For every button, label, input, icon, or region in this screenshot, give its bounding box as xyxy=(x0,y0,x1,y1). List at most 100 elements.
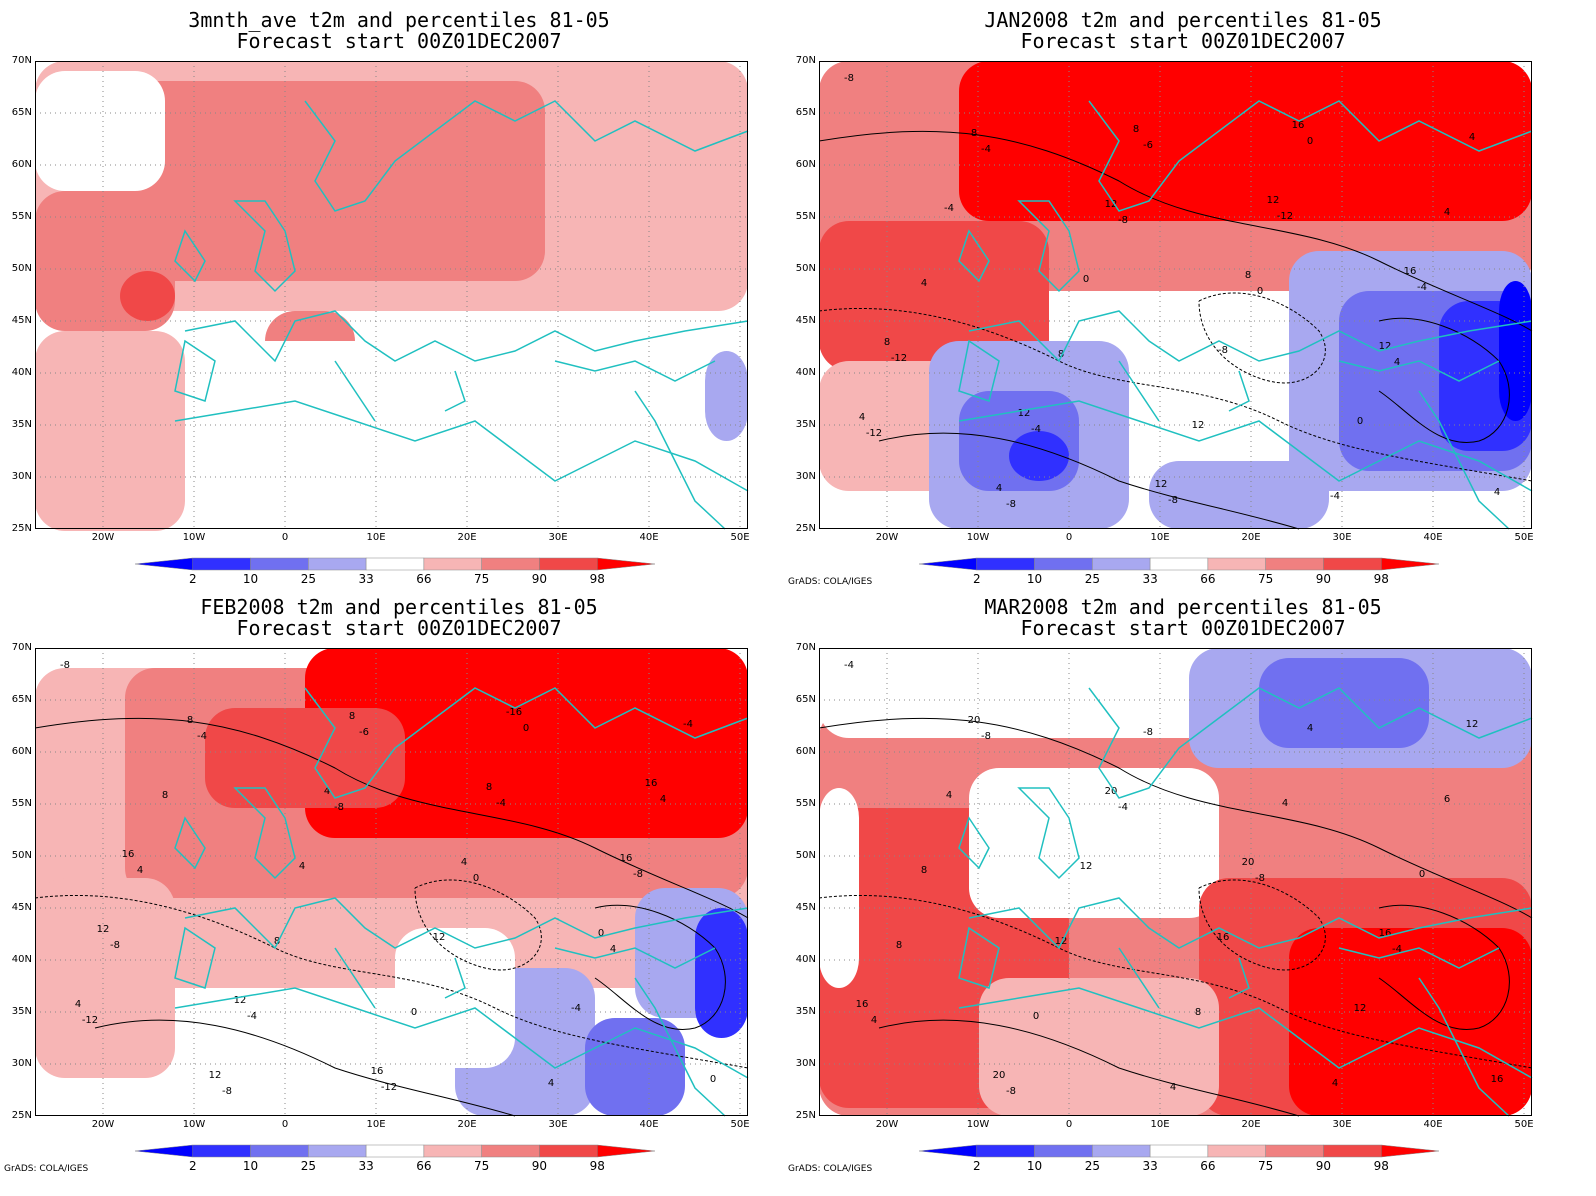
colorbar-label: 75 xyxy=(474,1159,490,1173)
latitude-tick-label: 70N xyxy=(11,642,32,653)
contour-label: 8 xyxy=(187,715,193,726)
latitude-tick-label: 45N xyxy=(795,902,816,913)
temperature-contour xyxy=(878,1019,1300,1117)
map-frame xyxy=(35,648,748,1116)
contour-label: 12 xyxy=(1267,195,1280,206)
colorbar-label: 90 xyxy=(531,1159,548,1173)
contour-label: 12 xyxy=(234,995,247,1006)
latitude-tick-label: 55N xyxy=(11,211,32,222)
contour-label: 4 xyxy=(660,794,666,805)
latitude-tick-label: 55N xyxy=(795,798,816,809)
latitude-tick-label: 65N xyxy=(11,107,32,118)
contour-label: 4 xyxy=(921,278,927,289)
coastline xyxy=(334,947,376,1009)
coastline xyxy=(1118,360,1160,422)
colorbar-segment xyxy=(135,1144,194,1158)
longitude-tick-label: 20W xyxy=(91,532,115,543)
contour-label: 20 xyxy=(993,1070,1006,1081)
contour-label: 4 xyxy=(137,865,143,876)
colorbar-label: 98 xyxy=(589,1159,605,1173)
latitude-tick-label: 45N xyxy=(795,315,816,326)
contour-label: 4 xyxy=(610,944,616,955)
percentile-shading xyxy=(1499,281,1532,421)
contour-label: 0 xyxy=(710,1074,716,1085)
coastline xyxy=(174,987,749,1079)
map-frame xyxy=(819,61,1532,529)
contour-label: -8 xyxy=(1143,727,1153,738)
contour-label: 12 xyxy=(1055,936,1068,947)
contour-label: 12 xyxy=(1192,420,1205,431)
longitude-tick-label: 10W xyxy=(182,1119,206,1130)
percentile-shading xyxy=(695,908,748,1038)
colorbar-segment xyxy=(1149,557,1209,571)
longitude-tick-label: 20E xyxy=(457,1119,477,1130)
percentile-shading xyxy=(705,351,748,441)
colorbar-segment xyxy=(481,1144,540,1158)
contour-label: -8 xyxy=(60,660,70,671)
contour-label: 0 xyxy=(1257,286,1263,297)
percentile-shading xyxy=(175,341,748,529)
temperature-contour xyxy=(594,904,726,1030)
colorbar-label: 10 xyxy=(242,572,259,586)
contour-label: 4 xyxy=(1307,723,1313,734)
latitude-tick-label: 45N xyxy=(11,902,32,913)
colorbar xyxy=(919,557,1439,571)
contour-label: 16 xyxy=(856,999,869,1010)
contour-label: -4 xyxy=(197,731,207,742)
map-panel: 3mnth_ave t2m and percentiles 81-05 Forec… xyxy=(0,0,798,598)
contour-label: -4 xyxy=(981,144,991,155)
contour-label: 8 xyxy=(921,865,927,876)
contour-label: -8 xyxy=(334,802,344,813)
temperature-contour xyxy=(1378,317,1510,443)
latitude-tick-label: 50N xyxy=(11,263,32,274)
temperature-contour xyxy=(819,130,1533,332)
colorbar-label: 75 xyxy=(1258,1159,1274,1173)
coastline xyxy=(554,947,716,969)
latitude-tick-label: 30N xyxy=(795,471,816,482)
coastline xyxy=(233,787,296,880)
longitude-tick-label: 20E xyxy=(1241,532,1261,543)
latitude-tick-label: 40N xyxy=(11,367,32,378)
latitude-tick-label: 35N xyxy=(11,1006,32,1017)
percentile-shading xyxy=(819,788,859,988)
colorbar-segment xyxy=(308,557,367,571)
longitude-tick-label: 20W xyxy=(875,532,899,543)
colorbar-label: 25 xyxy=(1084,1159,1100,1173)
grads-credit: GrADS: COLA/IGES xyxy=(788,1164,873,1174)
panel-subtitle: Forecast start 00Z01DEC2007 xyxy=(236,29,562,53)
contour-label: 16 xyxy=(1404,266,1417,277)
colorbar xyxy=(135,557,655,571)
contour-label: 16 xyxy=(371,1066,384,1077)
colorbar-label: 98 xyxy=(589,572,605,586)
colorbar-label: 75 xyxy=(1258,572,1274,586)
colorbar-segment xyxy=(976,557,1035,571)
coastline xyxy=(174,926,216,989)
colorbar-label: 90 xyxy=(531,572,548,586)
contour-label: 12 xyxy=(97,924,110,935)
temperature-contour xyxy=(94,1019,516,1117)
contour-label: 8 xyxy=(1195,1007,1201,1018)
panel-title: MAR2008 t2m and percentiles 81-05 xyxy=(984,595,1382,619)
coastline xyxy=(174,400,749,492)
contour-label: 20 xyxy=(1242,857,1255,868)
contour-label: -16 xyxy=(506,707,522,718)
coastline xyxy=(334,360,376,422)
percentile-shading xyxy=(205,708,405,808)
colorbar-segment xyxy=(1323,557,1382,571)
colorbar-segment xyxy=(919,557,978,571)
longitude-tick-label: 20W xyxy=(875,1119,899,1130)
contour-label: -4 xyxy=(1417,282,1427,293)
colorbar-label: 2 xyxy=(188,572,197,586)
map-plot xyxy=(35,61,749,531)
coastline xyxy=(1338,947,1500,969)
latitude-tick-label: 55N xyxy=(795,211,816,222)
contour-label: 8 xyxy=(1133,124,1139,135)
map-panel: JAN2008 t2m and percentiles 81-05 Forecas… xyxy=(784,0,1582,598)
colorbar-segment xyxy=(423,557,482,571)
longitude-tick-label: 40E xyxy=(1423,532,1443,543)
latitude-tick-label: 60N xyxy=(795,746,816,757)
latitude-tick-label: 65N xyxy=(795,694,816,705)
coastline xyxy=(174,339,216,402)
contour-label: 4 xyxy=(75,999,81,1010)
latitude-tick-label: 50N xyxy=(11,850,32,861)
